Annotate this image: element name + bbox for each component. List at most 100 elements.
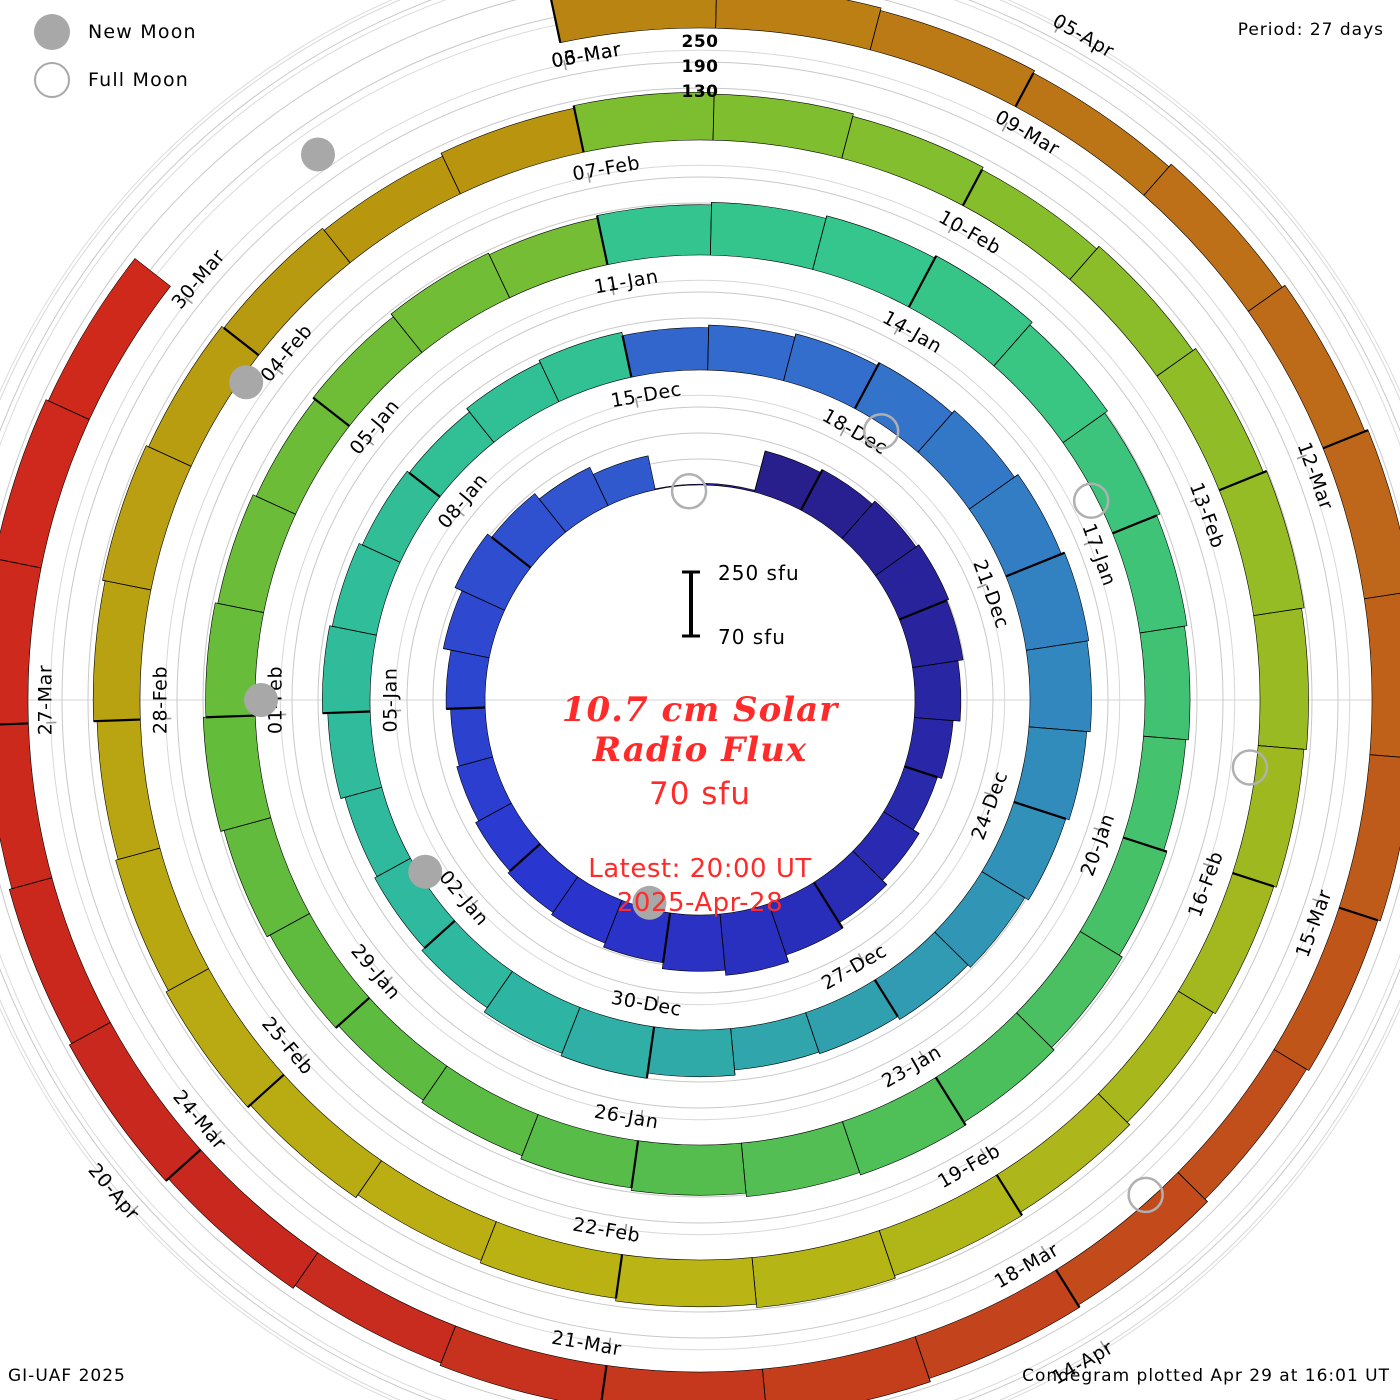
new-moon-marker (408, 854, 443, 889)
flux-segment (47, 258, 171, 420)
flux-segment (842, 1076, 967, 1176)
date-label: 26-Jan (593, 1101, 661, 1134)
flux-segment (573, 92, 715, 153)
flux-segment (898, 599, 964, 668)
chart-title-line2: Radio Flux (592, 730, 808, 770)
new-moon-marker (229, 365, 264, 400)
date-label: 15-Dec (609, 378, 683, 412)
latest-line1: Latest: 20:00 UT (588, 854, 812, 884)
full-moon-marker (1231, 749, 1269, 786)
legend-item-new-moon: New Moon (20, 8, 197, 56)
flux-segment (934, 871, 1026, 968)
flux-segment (596, 204, 712, 266)
latest-line2: 2025-Apr-28 (616, 888, 784, 918)
scale-top-label: 250 sfu (718, 561, 800, 585)
flux-segment (421, 1065, 539, 1157)
flux-segment (322, 625, 377, 714)
top-scale-250: 250 (681, 32, 719, 52)
current-value: 70 sfu (648, 776, 751, 812)
flux-segment (337, 997, 448, 1101)
flux-segment (601, 1365, 766, 1400)
flux-segment (996, 1093, 1131, 1213)
flux-segment (167, 1149, 319, 1289)
flux-segment (456, 756, 512, 822)
flux-segment (255, 398, 350, 515)
flux-segment (1253, 607, 1309, 750)
flux-segment (1013, 726, 1088, 821)
flux-segment (538, 466, 609, 533)
new-moon-marker (244, 683, 278, 717)
flux-segment (912, 660, 962, 722)
flux-segment (1322, 429, 1400, 600)
flux-segment (719, 903, 789, 976)
flux-segment (1122, 735, 1187, 852)
flux-segment (439, 1325, 607, 1400)
flux-segment (165, 968, 285, 1108)
flux-segment (0, 399, 90, 569)
flux-segment (647, 1026, 736, 1078)
flux-segment (202, 715, 272, 832)
flux-segment (704, 483, 756, 493)
top-scale-130: 130 (681, 82, 719, 102)
flux-segment (0, 723, 53, 890)
flux-segment (488, 217, 608, 299)
date-label: 05-Jan (380, 668, 402, 733)
flux-segment (1247, 284, 1366, 449)
flux-segment (0, 559, 42, 725)
flux-segment (710, 201, 827, 270)
flux-segment (805, 979, 899, 1055)
flux-segment (507, 843, 579, 913)
scale-bar: 250 sfu 70 sfu (682, 561, 800, 649)
new-moon-marker (300, 137, 335, 172)
period-label: Period: 27 days (1237, 20, 1384, 40)
flux-segment (217, 494, 297, 613)
flux-segment (874, 931, 969, 1020)
flux-segment (1273, 907, 1379, 1072)
top-scale-labels: 250 190 130 (0, 30, 1400, 105)
legend-item-full-moon: Full Moon (20, 56, 197, 104)
top-scale-190: 190 (681, 57, 719, 77)
flux-segment (712, 93, 854, 159)
flux-segment (96, 719, 161, 860)
flux-segment (148, 325, 260, 467)
new-moon-icon (34, 14, 70, 50)
moon-marker-layer (229, 137, 1269, 1214)
flux-segment (8, 877, 111, 1044)
flux-segment (751, 1230, 896, 1308)
full-moon-marker (862, 413, 900, 450)
legend-label-new-moon: New Moon (88, 21, 197, 43)
flux-segment (869, 10, 1036, 108)
flux-segment (981, 801, 1067, 901)
flux-segment (1005, 552, 1090, 651)
flux-segment (615, 1254, 757, 1308)
flux-segment (1156, 348, 1264, 491)
date-label: 11-Jan (592, 265, 660, 298)
flux-segment (1062, 412, 1161, 534)
flux-segment (904, 717, 954, 779)
flux-segment (622, 327, 709, 378)
flux-segment (878, 1174, 1023, 1277)
flux-segment (361, 470, 441, 563)
flux-segment (538, 331, 632, 403)
flux-segment (762, 1336, 931, 1400)
flux-segment (68, 1021, 202, 1182)
flux-segment (421, 920, 513, 1009)
flux-segment (592, 455, 656, 507)
flux-segment (1143, 163, 1283, 312)
flux-segment (390, 252, 510, 353)
chart-title: 10.7 cm Solar Radio Flux (400, 690, 1000, 770)
flux-segment (1177, 872, 1275, 1015)
center-annotation: 10.7 cm Solar Radio Flux 70 sfu Latest: … (400, 690, 1000, 920)
flux-segment (1097, 990, 1214, 1123)
flux-segment (483, 970, 581, 1054)
flux-segment (1177, 1049, 1307, 1200)
full-moon-marker (1072, 482, 1110, 519)
flux-segment (331, 543, 401, 636)
full-moon-marker (1127, 1176, 1164, 1214)
date-label: 07-Feb (571, 152, 642, 186)
legend: New Moon Full Moon (20, 8, 197, 104)
flux-segment (715, 0, 882, 51)
